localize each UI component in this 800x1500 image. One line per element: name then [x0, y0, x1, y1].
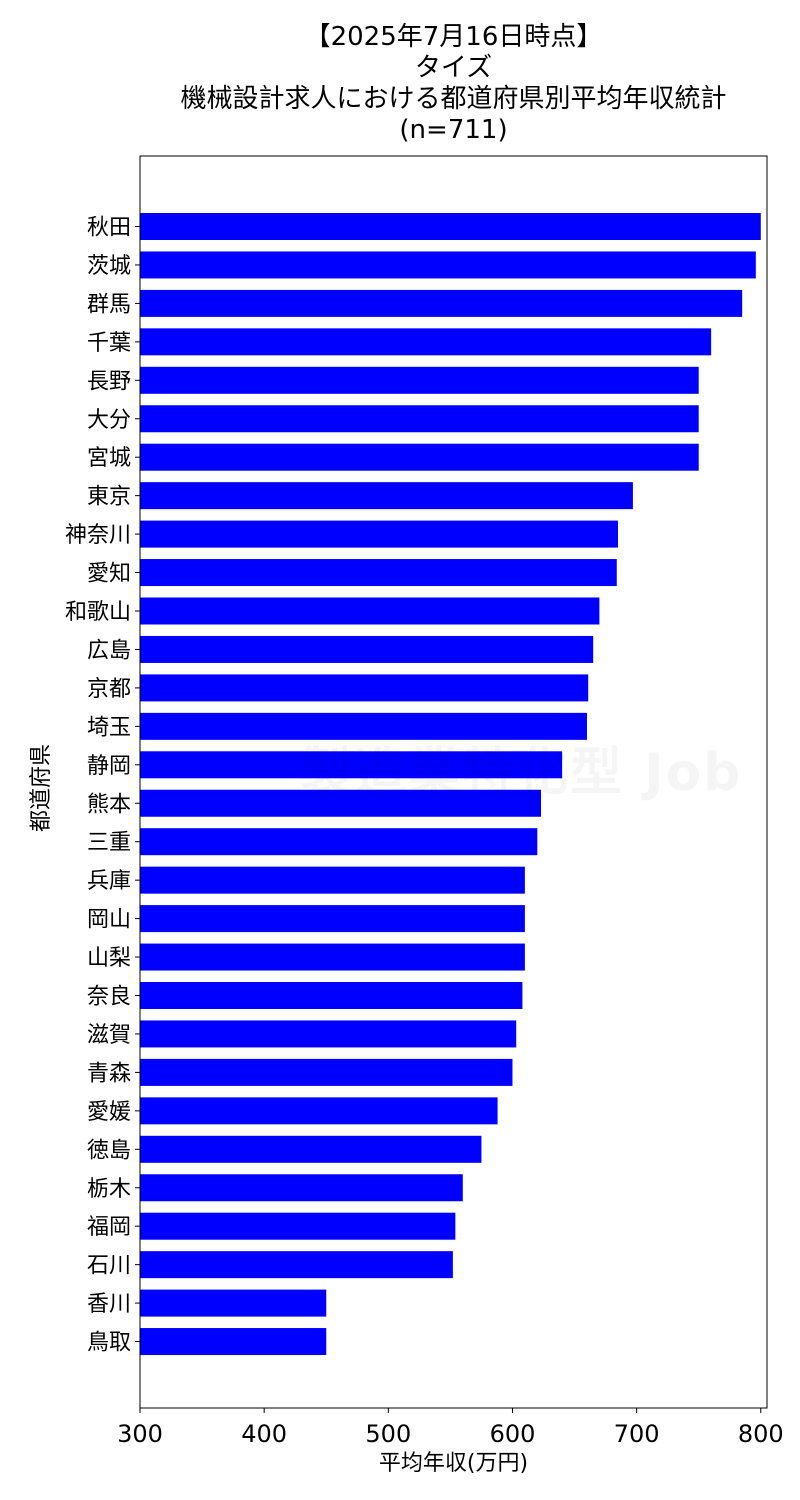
y-tick-label: 埼玉 — [87, 715, 131, 740]
y-tick-label: 徳島 — [87, 1138, 131, 1163]
y-tick-label: 大分 — [87, 408, 131, 433]
bar — [140, 751, 563, 779]
title-line-main: 機械設計求人における都道府県別平均年収統計 — [180, 84, 727, 114]
bar — [140, 597, 600, 625]
bar — [140, 828, 538, 856]
y-tick-label: 神奈川 — [65, 523, 131, 548]
y-tick-label: 広島 — [87, 638, 131, 663]
x-tick-label: 500 — [365, 1420, 411, 1448]
y-tick-label: 千葉 — [87, 331, 131, 356]
bar — [140, 1097, 498, 1125]
bar — [140, 1212, 456, 1240]
plot-frame — [139, 155, 768, 1409]
y-tick-label: 山梨 — [87, 946, 131, 971]
bar — [140, 520, 619, 548]
y-tick-label: 福岡 — [87, 1215, 131, 1240]
bar — [140, 328, 712, 356]
y-tick-label: 長野 — [87, 369, 131, 394]
title-line-sample-size: (n=711) — [399, 115, 508, 145]
y-tick-label: 群馬 — [87, 292, 131, 317]
y-tick-label: 奈良 — [87, 985, 131, 1010]
y-tick-label: 岡山 — [87, 908, 131, 933]
bar — [140, 559, 617, 587]
bar — [140, 1328, 327, 1356]
y-tick-label: 青森 — [87, 1061, 131, 1086]
y-tick-label: 熊本 — [87, 792, 131, 817]
x-tick-label: 800 — [738, 1420, 784, 1448]
y-tick-label: 東京 — [87, 485, 131, 510]
bars-layer — [140, 213, 761, 1356]
y-tick-label: 静岡 — [87, 754, 131, 779]
y-tick-labels: 秋田茨城群馬千葉長野大分宮城東京神奈川愛知和歌山広島京都埼玉静岡熊本三重兵庫岡山… — [65, 216, 140, 1356]
bar — [140, 1174, 463, 1202]
bar — [140, 482, 633, 510]
y-tick-label: 石川 — [87, 1254, 131, 1279]
x-tick-labels: 300 400 500 600 700 800 — [117, 1408, 784, 1448]
x-tick-label: 300 — [117, 1420, 163, 1448]
y-tick-label: 三重 — [87, 831, 131, 856]
title-line-company: タイズ — [414, 53, 493, 83]
y-tick-label: 茨城 — [87, 254, 131, 279]
y-tick-label: 京都 — [87, 677, 131, 702]
bar — [140, 866, 525, 894]
bar — [140, 366, 699, 394]
chart-title: 【2025年7月16日時点】 タイズ 機械設計求人における都道府県別平均年収統計… — [140, 22, 767, 146]
x-tick-label: 400 — [241, 1420, 287, 1448]
bar — [140, 443, 699, 471]
y-tick-label: 秋田 — [87, 216, 131, 241]
y-axis-label: 都道府県 — [29, 744, 54, 832]
bar — [140, 982, 523, 1009]
x-axis-label: 平均年収(万円) — [379, 1451, 528, 1476]
bar — [140, 1020, 517, 1048]
y-tick-label: 栃木 — [87, 1177, 131, 1202]
y-tick-label: 和歌山 — [65, 600, 131, 625]
y-tick-label: 宮城 — [87, 446, 131, 471]
bar — [140, 251, 756, 279]
x-tick-label: 600 — [490, 1420, 536, 1448]
bar — [140, 905, 525, 933]
bar — [140, 1289, 327, 1317]
bar — [140, 712, 587, 740]
title-line-date: 【2025年7月16日時点】 — [304, 22, 603, 52]
bar — [140, 289, 743, 317]
y-tick-label: 滋賀 — [87, 1023, 131, 1048]
y-tick-label: 香川 — [87, 1292, 131, 1317]
x-tick-label: 700 — [614, 1420, 660, 1448]
bar — [140, 405, 699, 433]
y-tick-label: 愛媛 — [87, 1100, 131, 1125]
bar — [140, 213, 761, 240]
y-tick-label: 鳥取 — [87, 1331, 131, 1356]
y-tick-label: 兵庫 — [87, 869, 131, 894]
watermark-logo: 製造業特化型 Job — [300, 730, 742, 805]
bar — [140, 1251, 453, 1279]
bar — [140, 674, 589, 702]
bar — [140, 943, 525, 971]
bar — [140, 1135, 482, 1163]
y-tick-label: 愛知 — [87, 562, 131, 587]
bar — [140, 635, 594, 663]
bar — [140, 789, 542, 817]
bar — [140, 1058, 513, 1086]
